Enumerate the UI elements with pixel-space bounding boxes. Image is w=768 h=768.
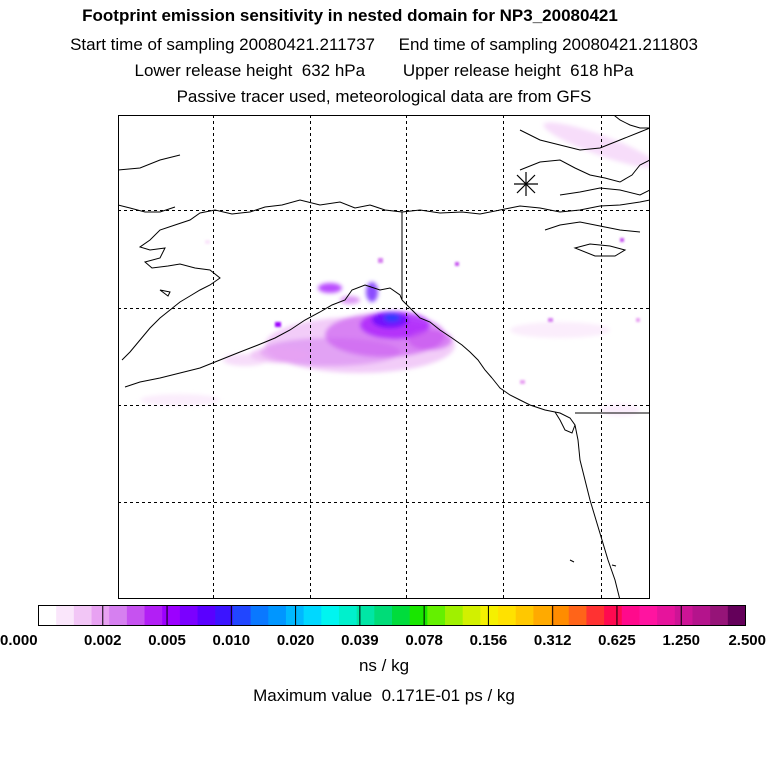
colorbar-units: ns / kg: [358, 656, 410, 675]
colorbar-swatch: [126, 605, 146, 626]
colorbar-tick-label: 0.312: [534, 632, 572, 649]
plot-title: Footprint emission sensitivity in nested…: [82, 6, 618, 25]
colorbar-swatch: [109, 605, 128, 626]
colorbar-tick-label: 0.020: [277, 632, 315, 649]
colorbar-swatch: [462, 605, 481, 626]
colorbar-swatch: [498, 605, 517, 626]
colorbar-swatch: [445, 605, 464, 626]
colorbar-tick-label: 0.005: [148, 632, 186, 649]
colorbar-tick-label: 0.156: [470, 632, 508, 649]
maximum-value-text: Maximum value 0.171E-01 ps / kg: [253, 686, 515, 705]
colorbar-tick-label: 1.250: [662, 632, 700, 649]
colorbar-swatch: [710, 605, 729, 626]
colorbar-swatch: [727, 605, 746, 626]
footprint-map: [118, 115, 650, 599]
colorbar-swatch: [250, 605, 269, 626]
sampling-time-line: Start time of sampling 20080421.211737 E…: [70, 35, 698, 54]
colorbar-tick-label: 0.625: [598, 632, 636, 649]
colorbar-swatch: [639, 605, 658, 626]
colorbar-tick-label: 0.000: [0, 632, 38, 649]
colorbar-swatch: [179, 605, 199, 626]
colorbar-swatch: [621, 605, 640, 626]
colorbar-swatch: [303, 605, 322, 626]
colorbar-tick-label: 2.500: [728, 632, 766, 649]
colorbar-swatch: [674, 605, 693, 626]
colorbar-swatch: [480, 605, 499, 626]
coastlines: [118, 115, 650, 599]
colorbar-swatch: [197, 605, 216, 626]
colorbar-swatch: [162, 605, 181, 626]
graticule: [118, 115, 650, 599]
colorbar-swatch: [374, 605, 393, 626]
colorbar-swatch: [356, 605, 375, 626]
colorbar-swatch: [392, 605, 411, 626]
colorbar-swatch: [515, 605, 534, 626]
colorbar-swatch: [409, 605, 428, 626]
colorbar-swatch: [568, 605, 587, 626]
release-location-marker: [514, 172, 538, 196]
colorbar-swatch: [533, 605, 552, 626]
colorbar-swatch: [144, 605, 163, 626]
colorbar-swatch: [338, 605, 358, 626]
colorbar-swatch: [427, 605, 446, 626]
colorbar-swatch: [38, 605, 57, 626]
colorbar-tick-label: 0.010: [213, 632, 251, 649]
colorbar-swatch: [285, 605, 305, 626]
colorbar-swatch: [604, 605, 623, 626]
emission-sensitivity-field: [140, 122, 650, 416]
tracer-info-line: Passive tracer used, meteorological data…: [176, 87, 592, 106]
colorbar-swatch: [321, 605, 340, 626]
colorbar-swatch: [91, 605, 110, 626]
colorbar-swatch: [657, 605, 676, 626]
colorbar-swatch: [551, 605, 570, 626]
release-height-line: Lower release height 632 hPa Upper relea…: [134, 61, 634, 80]
colorbar-swatch: [232, 605, 252, 626]
colorbar-swatch: [586, 605, 605, 626]
colorbar-swatch: [73, 605, 93, 626]
map-frame: [118, 115, 650, 599]
colorbar: 0.000 0.002 0.005 0.010 0.020 0.039 0.078 0.156…: [0, 605, 766, 649]
colorbar-tick-label: 0.002: [84, 632, 122, 649]
colorbar-swatch: [268, 605, 287, 626]
colorbar-tick-label: 0.039: [341, 632, 379, 649]
colorbar-swatch: [215, 605, 234, 626]
colorbar-tick-label: 0.078: [405, 632, 443, 649]
colorbar-swatch: [692, 605, 711, 626]
colorbar-swatch: [56, 605, 75, 626]
